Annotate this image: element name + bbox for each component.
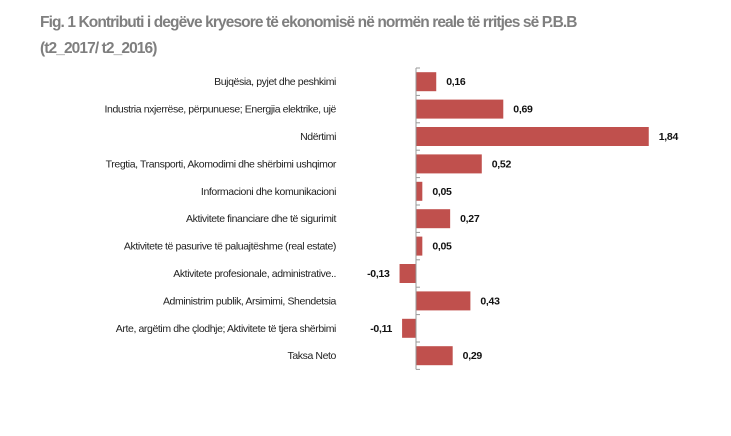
category-label: Industria nxjerrëse, përpunuese; Energji… bbox=[105, 104, 337, 116]
category-label: Tregtia, Transporti, Akomodimi dhe shërb… bbox=[106, 158, 337, 170]
data-label: 0,29 bbox=[463, 350, 483, 362]
category-label: Taksa Neto bbox=[287, 350, 336, 362]
bar bbox=[416, 72, 437, 92]
data-label: 0,05 bbox=[432, 186, 452, 198]
bar bbox=[416, 181, 423, 201]
data-label: 0,27 bbox=[460, 213, 480, 225]
data-label: 1,84 bbox=[659, 131, 679, 143]
bar bbox=[399, 264, 416, 283]
data-label: -0,13 bbox=[367, 268, 390, 280]
chart-subtitle: (t2_2017/ t2_2016) bbox=[40, 40, 157, 57]
category-label: Aktivitete financiare dhe të sigurimit bbox=[186, 213, 336, 225]
category-label: Ndërtimi bbox=[300, 131, 336, 143]
bar bbox=[416, 127, 649, 146]
data-label: 0,52 bbox=[492, 158, 512, 170]
category-label: Aktivitete profesionale, administrative.… bbox=[173, 268, 336, 280]
data-label: 0,69 bbox=[513, 104, 533, 116]
category-label: Aktivitete të pasurive të paluajtëshme (… bbox=[124, 241, 336, 253]
data-label: 0,43 bbox=[480, 295, 500, 307]
data-labels: 0,16 0,69 1,84 0,52 0,05 0,27 0,05 -0,13 0,43 -0,… bbox=[367, 76, 679, 362]
bars-group bbox=[399, 72, 649, 366]
category-label: Administrim publik, Arsimimi, Shendetsia bbox=[163, 295, 337, 307]
y-axis bbox=[415, 67, 420, 370]
data-label: 0,05 bbox=[432, 241, 452, 253]
bar bbox=[416, 99, 504, 119]
bar bbox=[416, 236, 423, 256]
category-label: Arte, argëtim dhe çlodhje; Aktivitete të… bbox=[116, 323, 336, 335]
chart-title: Fig. 1 Kontributi i degëve kryesore të e… bbox=[40, 14, 577, 31]
bar bbox=[416, 154, 482, 174]
category-label: Informacioni dhe komunikacioni bbox=[201, 186, 336, 198]
data-label: -0,11 bbox=[370, 323, 392, 335]
bar bbox=[416, 346, 453, 366]
category-label: Bujqësia, pyjet dhe peshkimi bbox=[214, 76, 336, 88]
bar bbox=[416, 209, 451, 229]
data-label: 0,16 bbox=[446, 76, 466, 88]
category-labels: Bujqësia, pyjet dhe peshkimi Industria nx… bbox=[105, 76, 338, 362]
bar bbox=[402, 318, 416, 338]
bar bbox=[416, 291, 471, 311]
